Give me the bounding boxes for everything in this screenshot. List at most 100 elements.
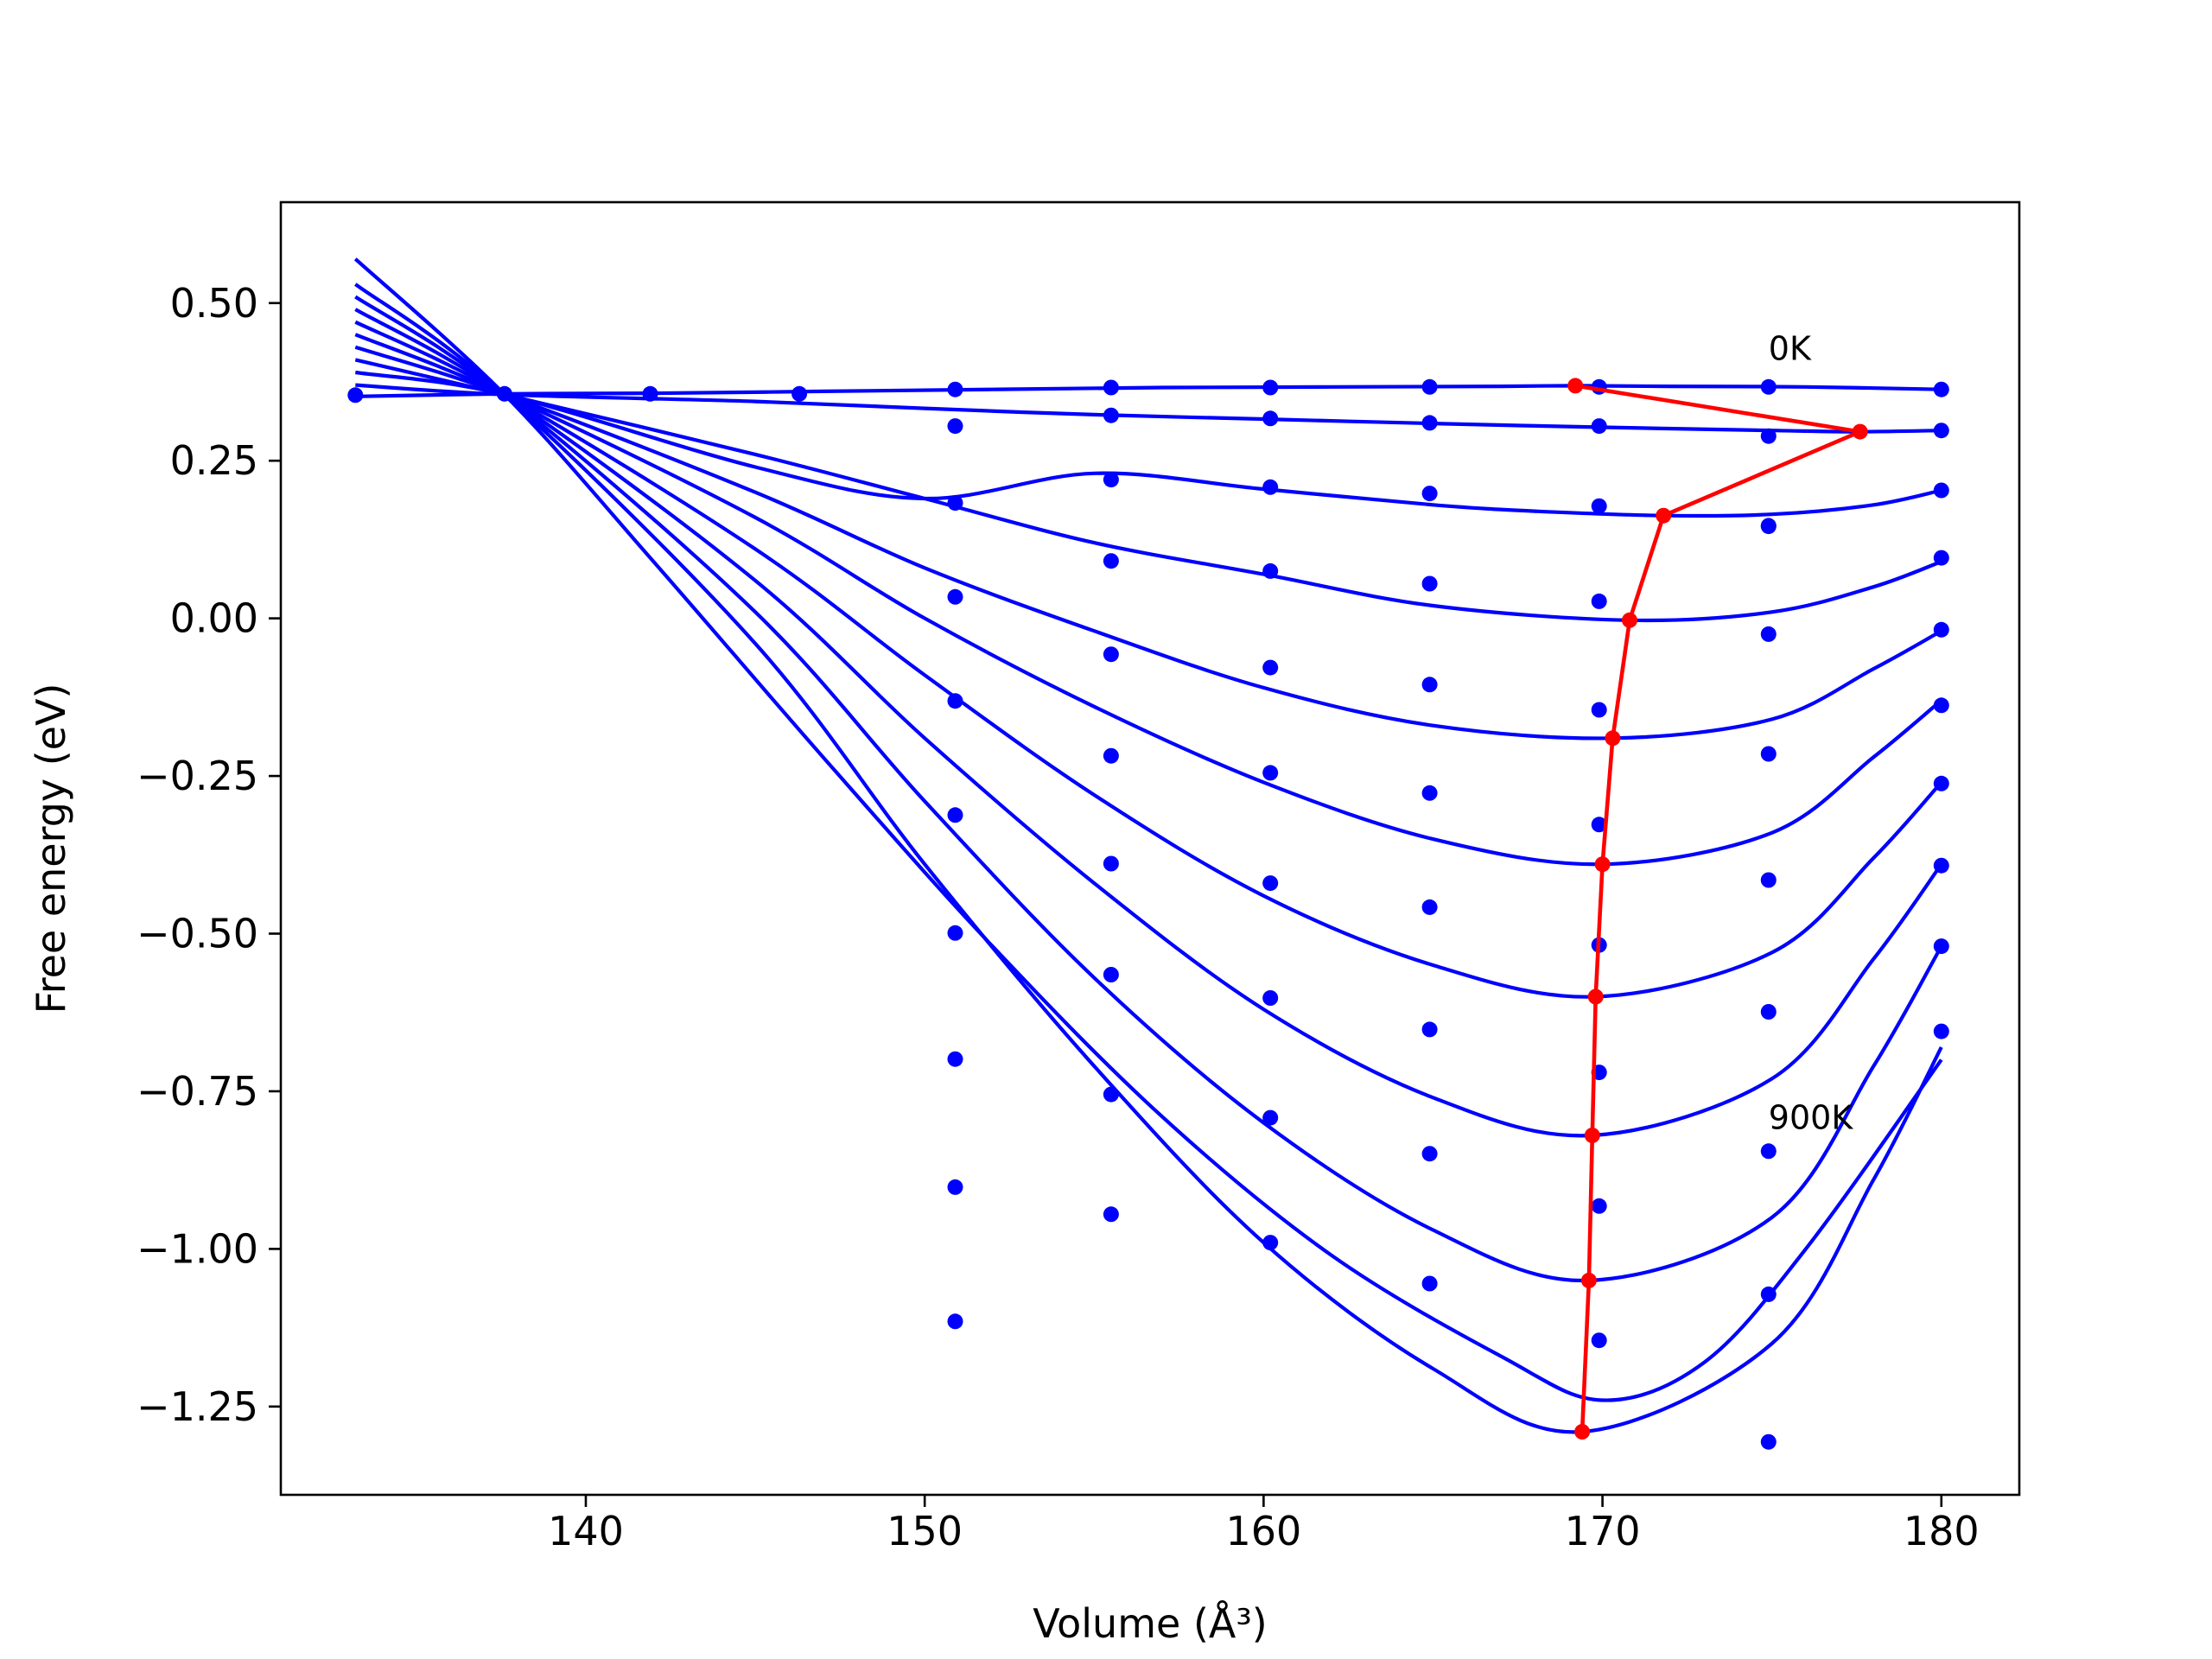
data-point	[1933, 550, 1949, 566]
data-point	[1262, 410, 1279, 427]
data-point	[1760, 428, 1777, 444]
data-point	[1262, 659, 1279, 676]
data-point	[1421, 899, 1438, 915]
fit-curve-6	[354, 320, 1943, 999]
y-tick-label: 0.50	[170, 280, 258, 327]
data-point	[1262, 875, 1279, 892]
data-point	[1591, 817, 1607, 833]
data-point	[1262, 765, 1279, 781]
data-point	[1933, 381, 1949, 397]
data-point	[1421, 486, 1438, 502]
fit-curve-10	[353, 257, 1943, 1402]
fit-curve-9	[354, 283, 1943, 1434]
data-point	[642, 385, 658, 402]
data-point	[1760, 1143, 1777, 1160]
data-point	[1933, 938, 1949, 955]
fit-curve-2	[354, 370, 1942, 518]
data-point	[1933, 482, 1949, 499]
data-point	[1760, 626, 1777, 642]
minimum-point	[1574, 1424, 1591, 1440]
data-point	[1262, 990, 1279, 1006]
y-tick-label: −1.00	[137, 1225, 258, 1272]
data-point	[1421, 785, 1438, 801]
data-point	[947, 807, 963, 823]
data-point	[1421, 1275, 1438, 1292]
x-tick-label: 140	[548, 1508, 624, 1554]
data-point	[1591, 1332, 1607, 1349]
data-point	[1103, 472, 1119, 488]
y-tick-label: 0.00	[170, 595, 258, 642]
data-points	[347, 378, 1949, 1450]
fit-curve-7	[354, 308, 1943, 1138]
minimum-path-line	[1574, 384, 1862, 1433]
data-point	[1421, 378, 1438, 395]
data-point	[1933, 1023, 1949, 1039]
minimum-point	[1584, 1128, 1600, 1143]
x-axis-ticks: 140 150 160 170 180	[548, 1495, 1980, 1554]
data-point	[1421, 1021, 1438, 1038]
data-point	[947, 418, 963, 435]
data-point	[1591, 418, 1607, 435]
data-point	[947, 1313, 963, 1330]
data-point	[1933, 423, 1949, 439]
data-point	[1933, 697, 1949, 714]
x-tick-label: 150	[887, 1508, 963, 1554]
data-point	[1591, 1198, 1607, 1214]
y-axis-ticks: 0.50 0.25 0.00 −0.25 −0.50 −0.75 −1.00 −1.25	[137, 280, 281, 1430]
y-tick-label: −0.25	[137, 753, 258, 799]
x-tick-label: 170	[1565, 1508, 1641, 1554]
data-point	[947, 1051, 963, 1067]
data-point	[347, 387, 364, 404]
fit-curve-4	[354, 345, 1942, 741]
data-point	[1103, 855, 1119, 872]
data-point	[1591, 498, 1607, 514]
data-point	[1933, 857, 1949, 874]
data-point	[1591, 593, 1607, 609]
minimum-point	[1567, 378, 1584, 394]
data-point	[947, 495, 963, 512]
data-point	[1933, 621, 1949, 638]
fit-curve-8	[354, 295, 1943, 1283]
annotation-label: 900K	[1769, 1099, 1854, 1137]
minimum-point	[1587, 988, 1604, 1005]
data-point	[1262, 479, 1279, 495]
data-point	[947, 588, 963, 605]
data-point	[947, 693, 963, 709]
annotations: 0K 900K	[1769, 329, 1854, 1136]
data-point	[1262, 379, 1279, 396]
data-point	[1103, 553, 1119, 569]
y-tick-label: −1.25	[137, 1383, 258, 1430]
data-point	[1760, 1286, 1777, 1302]
data-point	[1262, 1109, 1279, 1126]
data-point	[1103, 379, 1119, 396]
data-point	[1421, 575, 1438, 592]
data-point	[1760, 1004, 1777, 1020]
y-tick-label: −0.75	[137, 1068, 258, 1115]
data-point	[1103, 1086, 1119, 1103]
minimum-point	[1594, 856, 1611, 873]
data-point	[947, 381, 963, 397]
data-point	[1103, 967, 1119, 982]
data-point	[1421, 415, 1438, 431]
data-point	[791, 385, 808, 402]
x-tick-label: 160	[1225, 1508, 1301, 1554]
minimum-path	[1567, 378, 1868, 1440]
x-tick-label: 180	[1904, 1508, 1980, 1554]
fit-curve-0	[355, 384, 1942, 398]
data-point	[1933, 775, 1949, 791]
fit-curve-3	[354, 358, 1942, 623]
data-point	[1262, 1235, 1279, 1251]
data-point	[1103, 747, 1119, 764]
plot-frame	[279, 200, 2021, 1497]
data-point	[1760, 1433, 1777, 1450]
data-point	[1103, 407, 1119, 423]
annotation-label: 0K	[1769, 329, 1812, 367]
data-point	[1421, 677, 1438, 693]
data-point	[1760, 872, 1777, 888]
data-point	[1591, 702, 1607, 718]
minimum-point	[1852, 423, 1868, 440]
data-point	[947, 925, 963, 941]
data-point	[1760, 518, 1777, 534]
